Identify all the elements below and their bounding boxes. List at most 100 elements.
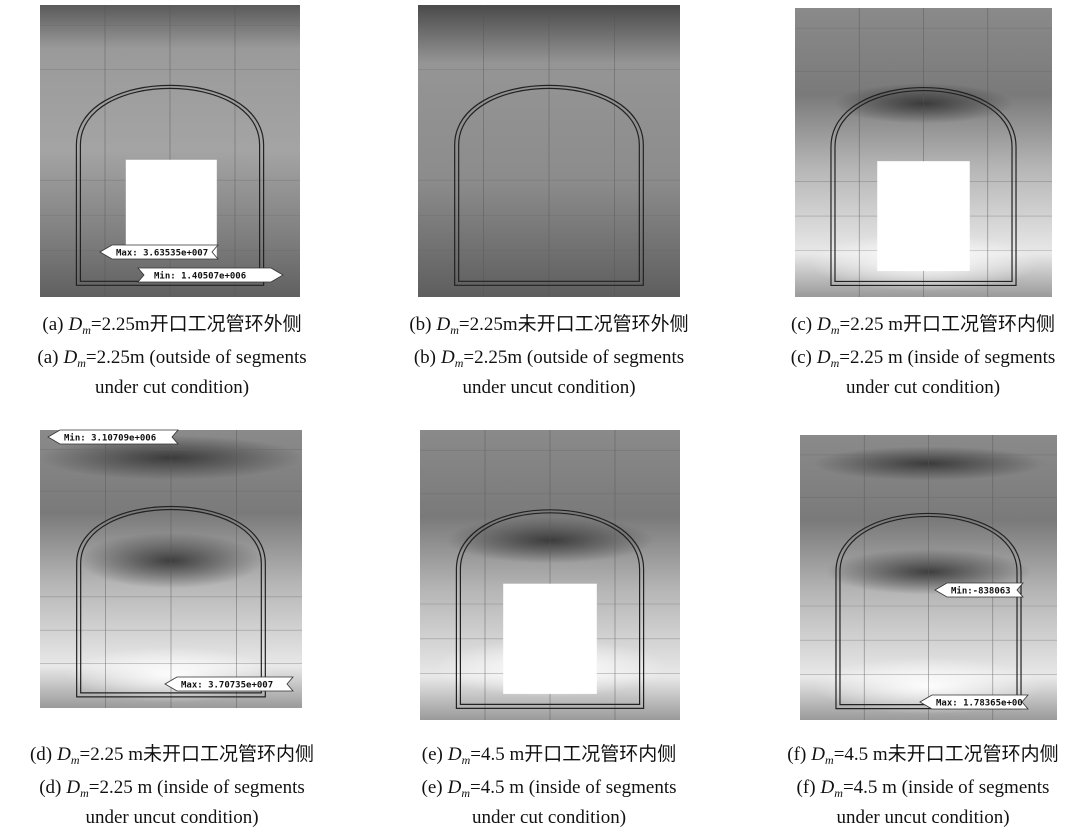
caption-part: (e) (422, 777, 443, 798)
caption-part: =4.5 m开口工况管环内侧 (470, 743, 676, 765)
caption-part: =2.25 m开口工况管环内侧 (840, 313, 1056, 335)
caption-part: D (67, 314, 82, 335)
opening (125, 159, 217, 260)
value-tag (919, 694, 1029, 710)
caption-part: D (810, 744, 825, 765)
caption-part: (b) (409, 314, 431, 335)
value-tag (164, 676, 294, 692)
caption-part: D (816, 347, 831, 368)
caption-part: D (65, 777, 80, 798)
caption-part: D (436, 314, 451, 335)
contour-panel: Max: 3.63535e+007 Min: 1.40507e+006 (40, 5, 300, 297)
caption-part: =2.25 m (inside of segments (839, 347, 1055, 368)
caption-line: (f) Dm=4.5 m未开口工况管环内侧 (787, 743, 1058, 767)
caption-part: (c) (791, 314, 812, 335)
value-tag-text: Min: 3.10709e+006 (64, 433, 156, 444)
tunnel-outline (834, 90, 1013, 283)
value-tag (934, 582, 1024, 598)
caption-part: (c) (791, 347, 812, 368)
contour-panel: Min:-838063 Max: 1.78365e+00 (800, 435, 1057, 720)
caption-part: (e) (422, 744, 443, 765)
tunnel-outline (80, 509, 262, 694)
caption-part: m (77, 356, 86, 370)
value-tag-text: Max: 1.78365e+00 (936, 699, 1023, 709)
caption-part: (d) (30, 744, 52, 765)
tunnel-outline (458, 87, 640, 282)
tunnel-outline (839, 515, 1018, 706)
caption-line: under uncut condition) (836, 807, 1009, 828)
caption-part: (d) (39, 777, 61, 798)
caption-part: m (834, 786, 843, 800)
caption-part: =2.25 m (inside of segments (89, 777, 305, 798)
caption-part: =2.25m (outside of segments (86, 347, 307, 368)
caption-part: D (56, 744, 71, 765)
caption-part: (a) (42, 314, 63, 335)
caption-part: (f) (787, 744, 806, 765)
caption-part: D (62, 347, 77, 368)
contour-panel (420, 430, 680, 720)
opening (503, 583, 597, 694)
tunnel-outline (454, 84, 644, 286)
caption-part: m (80, 786, 89, 800)
caption-part: m (831, 356, 840, 370)
caption-line: (e) Dm=4.5 m (inside of segments (422, 777, 677, 800)
caption-part: (a) (37, 347, 58, 368)
caption-line: (d) Dm=2.25 m未开口工况管环内侧 (30, 743, 314, 767)
value-tag-text: Min: 1.40507e+006 (154, 271, 246, 282)
opening (877, 161, 970, 271)
tunnel-outline (75, 84, 265, 286)
tunnel-outline (830, 87, 1017, 287)
caption-part: m (450, 323, 459, 337)
caption-part: =2.25 m未开口工况管环内侧 (80, 743, 315, 765)
caption-part: m (462, 753, 471, 767)
caption-part: m (82, 323, 91, 337)
caption-part: m (455, 356, 464, 370)
caption-part: m (831, 323, 840, 337)
caption-part: D (440, 347, 455, 368)
caption-part: D (820, 777, 835, 798)
caption-line: under cut condition) (472, 807, 626, 828)
caption-line: (b) Dm=2.25m未开口工况管环外侧 (409, 313, 688, 337)
caption-line: under cut condition) (95, 377, 249, 398)
contour-panel: Min: 3.10709e+006 Max: 3.70735e+007 (40, 429, 302, 708)
tunnel-outline (76, 506, 266, 698)
caption-line: (a) Dm=2.25m (outside of segments (37, 347, 306, 370)
caption-part: D (447, 744, 462, 765)
caption-part: m (461, 786, 470, 800)
caption-part: =4.5 m未开口工况管环内侧 (834, 743, 1059, 765)
caption-line: (b) Dm=2.25m (outside of segments (414, 347, 684, 370)
caption-line: under uncut condition) (462, 377, 635, 398)
caption-line: (e) Dm=4.5 m开口工况管环内侧 (422, 743, 677, 767)
caption-part: D (447, 777, 462, 798)
caption-part: (f) (797, 777, 816, 798)
value-tag (47, 429, 179, 445)
value-tag-text: Min:-838063 (951, 586, 1011, 597)
caption-part: =2.25m (outside of segments (463, 347, 684, 368)
caption-part: D (816, 314, 831, 335)
caption-part: =2.25m开口工况管环外侧 (91, 313, 302, 335)
tunnel-outline (835, 513, 1022, 710)
caption-part: =2.25m未开口工况管环外侧 (459, 313, 689, 335)
caption-part: m (825, 753, 834, 767)
caption-line: (c) Dm=2.25 m (inside of segments (791, 347, 1056, 370)
caption-part: (b) (414, 347, 436, 368)
value-tag-text: Max: 3.63535e+007 (116, 249, 208, 259)
caption-line: (c) Dm=2.25 m开口工况管环内侧 (791, 313, 1055, 337)
caption-line: (f) Dm=4.5 m (inside of segments (797, 777, 1050, 800)
tunnel-outline (459, 512, 641, 705)
caption-part: m (71, 753, 80, 767)
caption-line: under cut condition) (846, 377, 1000, 398)
tunnel-outline (455, 509, 645, 709)
caption-line: (a) Dm=2.25m开口工况管环外侧 (42, 313, 301, 337)
caption-part: =4.5 m (inside of segments (470, 777, 677, 798)
tunnel-outline (79, 87, 261, 282)
contour-panel (795, 8, 1052, 297)
value-tag (99, 244, 219, 260)
caption-line: (d) Dm=2.25 m (inside of segments (39, 777, 305, 800)
caption-line: under uncut condition) (85, 807, 258, 828)
value-tag (137, 267, 284, 283)
caption-part: =4.5 m (inside of segments (843, 777, 1050, 798)
contour-panel (418, 5, 680, 297)
value-tag-text: Max: 3.70735e+007 (181, 681, 273, 691)
